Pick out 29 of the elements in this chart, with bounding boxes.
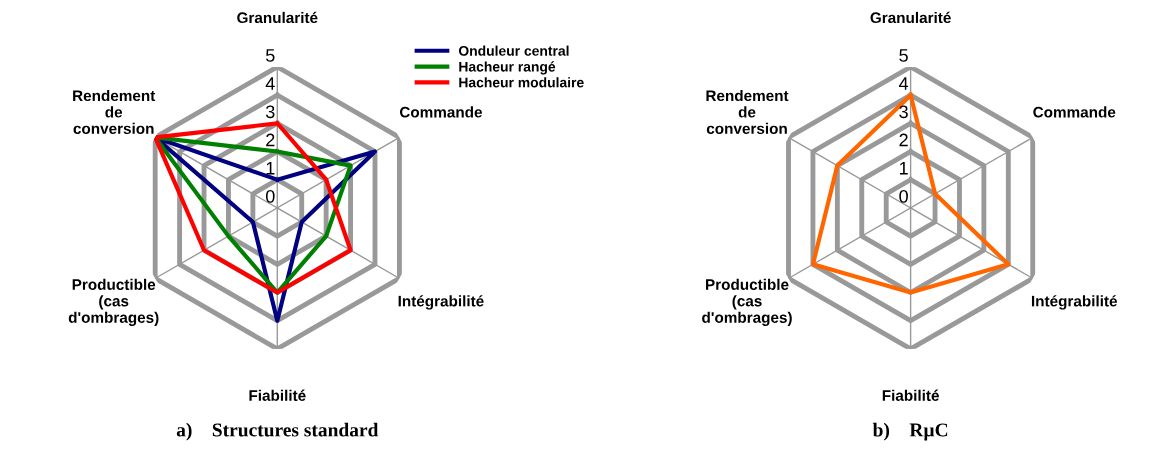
legend-label: Hacheur rangé xyxy=(459,61,556,75)
y-tick-label: 3 xyxy=(899,105,908,119)
legend-label: Onduleur central xyxy=(458,45,569,56)
spoke-label: Productible (cas d'ombrages) xyxy=(68,278,159,326)
spoke-label: Intégrabilité xyxy=(398,295,484,310)
y-tick-label: 0 xyxy=(899,189,908,203)
spoke-label: Productible (cas d'ombrages) xyxy=(702,278,792,326)
spoke-label: Intégrabilité xyxy=(1031,295,1118,310)
spoke-label: Rendement de conversion xyxy=(706,89,789,135)
spoke-label: Granularité xyxy=(870,11,951,24)
y-tick-label: 3 xyxy=(265,105,275,119)
y-tick-label: 4 xyxy=(899,77,909,90)
y-tick-label: 2 xyxy=(899,133,908,147)
y-tick-label: 0 xyxy=(265,189,275,203)
y-tick-label: 4 xyxy=(265,77,275,90)
y-tick-label: 1 xyxy=(899,161,908,175)
spoke-label: Fiabilité xyxy=(882,389,939,401)
legend-label: Hacheur modulaire xyxy=(459,77,584,88)
spoke-label: Granularité xyxy=(237,11,318,24)
spoke-label: Commande xyxy=(399,106,482,118)
y-tick-label: 5 xyxy=(265,49,275,62)
spoke-label: Fiabilité xyxy=(249,389,306,401)
spoke-label: Commande xyxy=(1033,106,1116,118)
text: a) Structures standard xyxy=(176,422,379,441)
spoke-label: Rendement de conversion xyxy=(73,89,156,135)
y-tick-label: 1 xyxy=(266,161,275,175)
y-tick-label: 5 xyxy=(899,49,908,62)
y-tick-label: 2 xyxy=(266,133,275,147)
text: b) RµC xyxy=(872,422,948,441)
